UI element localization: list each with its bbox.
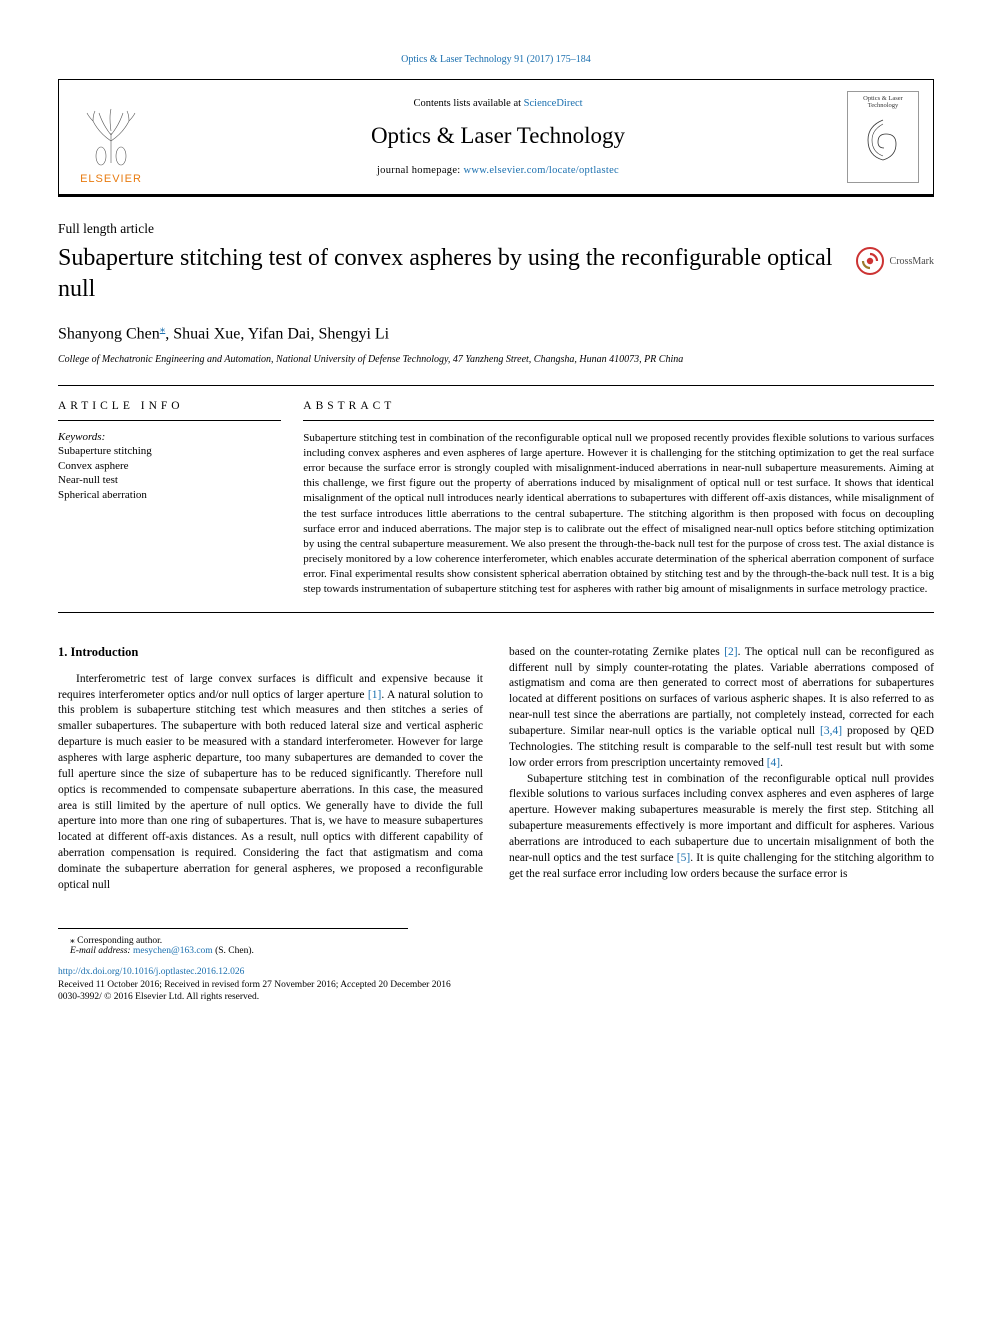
body-column-left: 1. Introduction Interferometric test of … xyxy=(58,645,483,894)
article-info-head: ARTICLE INFO xyxy=(58,386,281,421)
elsevier-text: ELSEVIER xyxy=(80,173,142,185)
section-heading: 1. Introduction xyxy=(58,645,483,660)
contents-prefix: Contents lists available at xyxy=(413,98,523,109)
doi-link[interactable]: http://dx.doi.org/10.1016/j.optlastec.20… xyxy=(58,967,244,977)
top-citation: Optics & Laser Technology 91 (2017) 175–… xyxy=(58,54,934,65)
footnotes: ⁎ Corresponding author. E-mail address: … xyxy=(58,928,408,956)
section-number: 1. xyxy=(58,645,67,659)
body-column-right: based on the counter-rotating Zernike pl… xyxy=(509,645,934,894)
header-center: Contents lists available at ScienceDirec… xyxy=(149,98,847,176)
email-label: E-mail address: xyxy=(70,946,133,956)
ref-link[interactable]: [4] xyxy=(767,757,780,769)
divider xyxy=(58,612,934,613)
email-suffix: (S. Chen). xyxy=(213,946,254,956)
journal-header: ELSEVIER Contents lists available at Sci… xyxy=(58,79,934,197)
homepage-line: journal homepage: www.elsevier.com/locat… xyxy=(149,165,847,176)
keyword-item: Convex asphere xyxy=(58,459,281,474)
author-primary: Shanyong Chen xyxy=(58,326,160,343)
authors-rest: , Shuai Xue, Yifan Dai, Shengyi Li xyxy=(165,326,389,343)
email-line: E-mail address: mesychen@163.com (S. Che… xyxy=(70,946,408,956)
ref-link[interactable]: [1] xyxy=(368,689,381,701)
abstract-head: ABSTRACT xyxy=(303,386,934,421)
body-paragraph: Subaperture stitching test in combinatio… xyxy=(509,772,934,883)
top-citation-link[interactable]: Optics & Laser Technology 91 (2017) 175–… xyxy=(401,54,591,65)
cover-art-icon xyxy=(858,109,908,179)
crossmark-icon xyxy=(856,247,884,275)
elsevier-tree-icon xyxy=(77,101,145,171)
page: Optics & Laser Technology 91 (2017) 175–… xyxy=(0,0,992,1044)
text-run: . A natural solution to this problem is … xyxy=(58,689,483,891)
corresponding-note: ⁎ Corresponding author. xyxy=(58,935,408,946)
ref-link[interactable]: [2] xyxy=(724,646,737,658)
affiliation: College of Mechatronic Engineering and A… xyxy=(58,354,934,365)
crossmark-label: CrossMark xyxy=(890,256,934,267)
journal-name: Optics & Laser Technology xyxy=(149,123,847,149)
keywords-label: Keywords: xyxy=(58,431,281,443)
keyword-item: Subaperture stitching xyxy=(58,444,281,459)
body-paragraph: based on the counter-rotating Zernike pl… xyxy=(509,645,934,772)
text-run: . The optical null can be reconfigured a… xyxy=(509,646,934,737)
keyword-item: Near-null test xyxy=(58,473,281,488)
ref-link[interactable]: [3,4] xyxy=(820,725,842,737)
article-type: Full length article xyxy=(58,221,934,237)
text-run: . xyxy=(780,757,783,769)
journal-cover-thumbnail: Optics & Laser Technology xyxy=(847,91,919,183)
homepage-prefix: journal homepage: xyxy=(377,165,463,176)
text-run: Subaperture stitching test in combinatio… xyxy=(509,773,934,864)
section-title: Introduction xyxy=(71,645,139,659)
article-title: Subaperture stitching test of convex asp… xyxy=(58,243,856,304)
text-run: based on the counter-rotating Zernike pl… xyxy=(509,646,724,658)
copyright-line: 0030-3992/ © 2016 Elsevier Ltd. All righ… xyxy=(58,991,934,1004)
elsevier-logo: ELSEVIER xyxy=(73,89,149,185)
abstract-column: ABSTRACT Subaperture stitching test in c… xyxy=(303,386,934,598)
info-abstract-row: ARTICLE INFO Keywords: Subaperture stitc… xyxy=(58,385,934,598)
homepage-link[interactable]: www.elsevier.com/locate/optlastec xyxy=(463,165,619,176)
body-paragraph: Interferometric test of large convex sur… xyxy=(58,672,483,894)
title-row: Subaperture stitching test of convex asp… xyxy=(58,243,934,304)
authors: Shanyong Chen⁎, Shuai Xue, Yifan Dai, Sh… xyxy=(58,322,934,343)
contents-line: Contents lists available at ScienceDirec… xyxy=(149,98,847,109)
abstract-text: Subaperture stitching test in combinatio… xyxy=(303,431,934,598)
article-info-column: ARTICLE INFO Keywords: Subaperture stitc… xyxy=(58,386,303,598)
corr-text: Corresponding author. xyxy=(77,936,162,946)
cover-title: Optics & Laser Technology xyxy=(851,95,915,109)
email-link[interactable]: mesychen@163.com xyxy=(133,946,213,956)
doi-block: http://dx.doi.org/10.1016/j.optlastec.20… xyxy=(58,966,934,1004)
crossmark-badge[interactable]: CrossMark xyxy=(856,247,934,275)
keyword-item: Spherical aberration xyxy=(58,488,281,503)
body-columns: 1. Introduction Interferometric test of … xyxy=(58,645,934,894)
sciencedirect-link[interactable]: ScienceDirect xyxy=(524,98,583,109)
received-line: Received 11 October 2016; Received in re… xyxy=(58,979,934,992)
ref-link[interactable]: [5] xyxy=(677,852,690,864)
